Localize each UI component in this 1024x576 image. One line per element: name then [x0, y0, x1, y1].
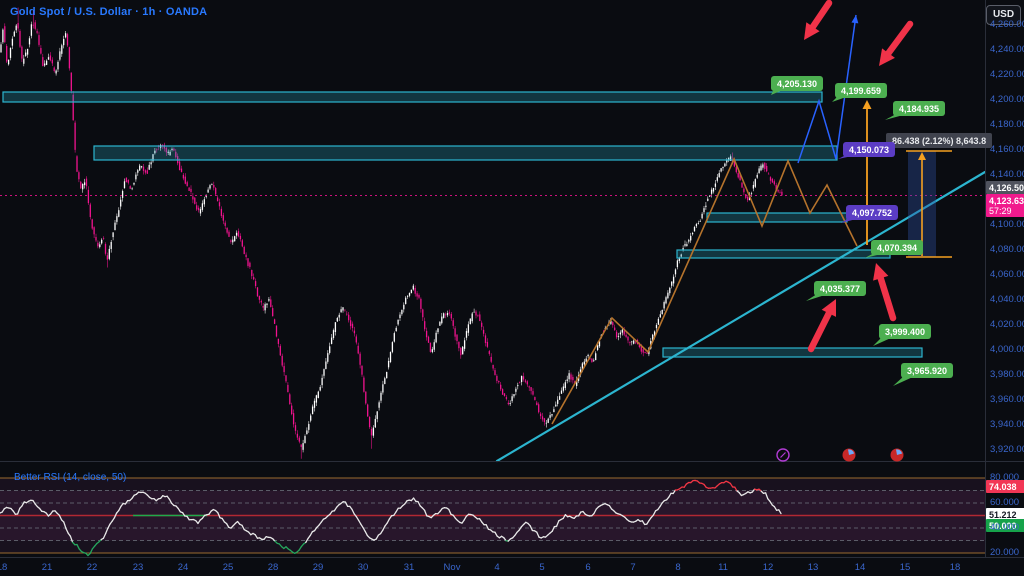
rsi-pane	[0, 477, 985, 557]
indicator-title[interactable]: Better RSI (14, close, 50)	[14, 472, 127, 483]
emoji-event-icon[interactable]	[890, 448, 904, 462]
rsi-axis-tick: 80.000	[990, 472, 1020, 483]
red-annotation-arrow[interactable]	[873, 263, 897, 322]
price-axis-tick: 3,980.000	[990, 369, 1024, 380]
time-axis-tick: 7	[630, 562, 636, 573]
price-callout-label[interactable]: 4,070.394	[871, 240, 924, 255]
time-axis-tick: 11	[718, 562, 728, 573]
supply-demand-zone[interactable]	[662, 347, 923, 358]
price-axis-tick: 4,060.000	[990, 269, 1024, 280]
callout-pointer	[893, 376, 915, 386]
time-axis-tick: 18	[949, 562, 961, 573]
time-axis-tick: 5	[539, 562, 545, 573]
ascending-trendline[interactable]	[495, 170, 987, 463]
symbol-title[interactable]: Gold Spot / U.S. Dollar · 1h · OANDA	[10, 6, 208, 18]
price-axis-tick: 4,000.000	[990, 344, 1024, 355]
rsi-value-label: 51.212	[986, 508, 1024, 521]
price-axis-tick: 4,260.000	[990, 19, 1024, 30]
price-callout-label[interactable]: 4,184.935	[893, 101, 946, 116]
time-axis-tick: 30	[357, 562, 369, 573]
price-callout-label[interactable]: 3,999.400	[879, 324, 932, 339]
time-axis-tick: 31	[403, 562, 415, 573]
price-axis-tick: 3,920.000	[990, 444, 1024, 455]
previous-price-label: 4,126.505	[986, 181, 1024, 194]
price-range-measure-tool[interactable]	[906, 150, 952, 258]
time-axis-tick: 14	[854, 562, 866, 573]
price-axis-tick: 4,240.000	[990, 44, 1024, 55]
supply-demand-zone[interactable]	[706, 212, 848, 223]
orange-zigzag-projection[interactable]	[551, 156, 858, 425]
time-axis-tick: 4	[494, 562, 500, 573]
price-axis-tick: 4,200.000	[990, 94, 1024, 105]
callout-pointer	[873, 337, 893, 346]
price-callout-label[interactable]: 4,150.073	[843, 142, 896, 157]
time-axis-tick: 6	[585, 562, 591, 573]
rsi-mid-label: 50.000	[986, 519, 1024, 532]
emoji-event-icon[interactable]	[842, 448, 856, 462]
price-axis-tick: 4,040.000	[990, 294, 1024, 305]
price-callout-label[interactable]: 4,097.752	[846, 205, 899, 220]
currency-toggle-button[interactable]: USD	[986, 5, 1021, 25]
orange-target-arrow[interactable]	[862, 100, 872, 245]
time-axis-tick: 15	[899, 562, 911, 573]
red-annotation-arrow[interactable]	[804, 0, 833, 40]
time-axis-tick: 21	[41, 562, 53, 573]
candlestick-series	[0, 7, 783, 459]
supply-demand-zone[interactable]	[93, 145, 838, 161]
price-axis-tick: 3,960.000	[990, 394, 1024, 405]
time-axis-tick: Nov	[443, 562, 461, 573]
rsi-axis-tick: 20.000	[990, 547, 1020, 558]
price-axis-tick: 4,160.000	[990, 144, 1024, 155]
price-callout-label[interactable]: 4,205.130	[771, 76, 824, 91]
bar-countdown: 57:29	[989, 205, 1012, 216]
last-price-label: 4,123.630 57:29	[986, 194, 1024, 217]
price-axis-tick: 4,020.000	[990, 319, 1024, 330]
time-axis-tick: 23	[132, 562, 144, 573]
supply-demand-zone[interactable]	[2, 91, 823, 103]
time-axis-tick: 25	[222, 562, 234, 573]
rsi-axis-tick: 40.000	[990, 522, 1020, 533]
price-axis-tick: 4,180.000	[990, 119, 1024, 130]
price-axis-tick: 4,140.000	[990, 169, 1024, 180]
measure-tool-label[interactable]: 86.438 (2.12%) 8,643.8	[886, 133, 993, 148]
time-axis-tick: 24	[177, 562, 189, 573]
cycle-event-icon[interactable]	[776, 448, 790, 462]
time-axis-tick: 12	[762, 562, 774, 573]
price-callout-label[interactable]: 4,035.377	[814, 281, 867, 296]
red-annotation-arrow[interactable]	[807, 299, 836, 353]
time-axis-tick: 13	[807, 562, 819, 573]
price-callout-label[interactable]: 4,199.659	[835, 83, 888, 98]
time-axis-tick: 8	[675, 562, 681, 573]
price-axis-tick: 4,220.000	[990, 69, 1024, 80]
time-axis-tick: 18	[0, 562, 8, 573]
price-axis-tick: 4,080.000	[990, 244, 1024, 255]
price-axis-tick: 3,940.000	[990, 419, 1024, 430]
supply-demand-zone[interactable]	[676, 249, 891, 259]
red-annotation-arrow[interactable]	[879, 20, 914, 66]
time-axis-tick: 29	[312, 562, 324, 573]
rsi-axis-tick: 60.000	[990, 497, 1020, 508]
price-callout-label[interactable]: 3,965.920	[901, 363, 954, 378]
last-price-value: 4,123.630	[989, 195, 1024, 206]
time-axis-tick: 28	[267, 562, 279, 573]
time-axis-tick: 22	[86, 562, 98, 573]
price-axis-tick: 4,100.000	[990, 219, 1024, 230]
rsi-band-label: 74.038	[986, 480, 1024, 493]
